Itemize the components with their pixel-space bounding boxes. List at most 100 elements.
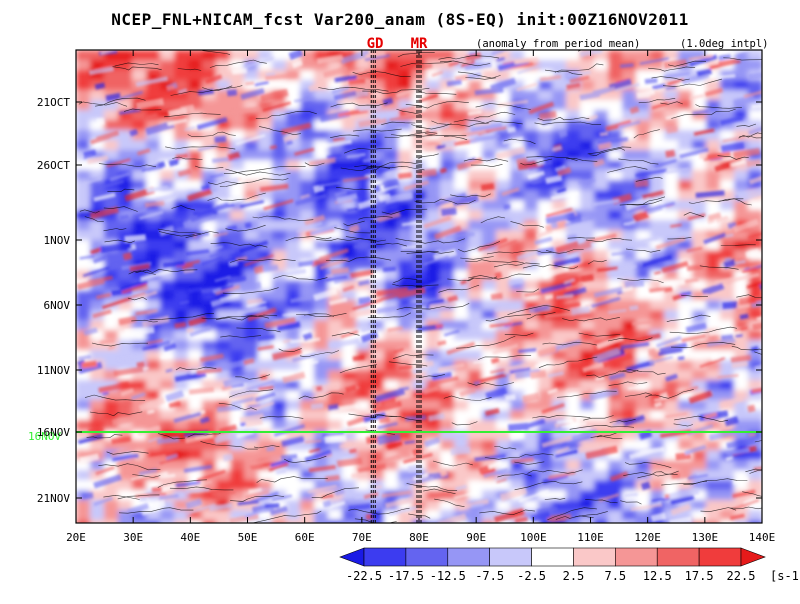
field-cell <box>594 400 609 411</box>
field-streak <box>560 421 587 429</box>
field-cell <box>468 440 483 451</box>
field-cell <box>524 340 539 351</box>
field-streak <box>501 187 520 197</box>
field-cell <box>538 50 553 61</box>
field-cell <box>524 300 539 311</box>
field-cell <box>664 140 679 151</box>
field-cell <box>328 180 343 191</box>
field-cell <box>202 370 217 381</box>
contour-line <box>526 156 578 161</box>
field-streak <box>474 454 506 462</box>
contour-line <box>175 366 217 371</box>
field-cell <box>132 450 147 461</box>
field-cell <box>146 230 161 241</box>
contour-line <box>465 259 524 264</box>
field-cell <box>216 420 231 431</box>
field-cell <box>552 390 567 401</box>
field-streak <box>618 120 641 129</box>
field-cell <box>272 50 287 61</box>
field-cell <box>104 500 119 511</box>
field-streak <box>685 322 707 334</box>
field-cell <box>272 120 287 131</box>
field-streak <box>670 493 695 505</box>
field-streak <box>318 248 349 262</box>
field-cell <box>608 390 623 401</box>
field-cell <box>636 140 651 151</box>
field-cell <box>216 90 231 101</box>
field-cell <box>440 320 455 331</box>
field-cell <box>104 210 119 221</box>
field-cell <box>342 520 357 523</box>
field-cell <box>118 440 133 451</box>
field-cell <box>370 440 385 451</box>
contour-line <box>434 498 465 507</box>
contour-line <box>230 259 296 263</box>
field-cell <box>174 160 189 171</box>
field-cell <box>202 100 217 111</box>
field-cell <box>188 520 203 523</box>
field-cell <box>398 490 413 501</box>
field-cell <box>216 320 231 331</box>
field-cell <box>300 400 315 411</box>
contour-line <box>223 166 306 174</box>
field-cell <box>608 460 623 471</box>
field-cell <box>426 80 441 91</box>
field-cell <box>566 350 581 361</box>
field-cell <box>76 290 91 301</box>
field-streak <box>333 167 344 174</box>
contour-line <box>671 108 736 119</box>
field-cell <box>608 240 623 251</box>
field-cell <box>734 110 749 121</box>
field-cell <box>622 150 637 161</box>
field-streak <box>377 422 398 430</box>
field-cell <box>104 320 119 331</box>
field-cell <box>258 230 273 241</box>
contour-line <box>202 85 233 92</box>
field-streak <box>349 269 374 279</box>
field-cell <box>90 100 105 111</box>
field-streak <box>558 129 568 138</box>
field-streak <box>230 396 255 406</box>
y-tick-label: 6NOV <box>44 299 71 312</box>
field-cell <box>160 440 175 451</box>
contour-line <box>596 432 619 438</box>
field-cell <box>510 220 525 231</box>
field-cell <box>104 430 119 441</box>
field-cell <box>594 210 609 221</box>
field-cell <box>706 160 721 171</box>
field-cell <box>370 360 385 371</box>
field-streak <box>625 360 655 373</box>
field-cell <box>594 330 609 341</box>
field-streak <box>429 376 459 386</box>
field-cell <box>636 150 651 161</box>
field-streak <box>199 416 210 424</box>
field-streak <box>209 248 236 259</box>
field-cell <box>370 380 385 391</box>
field-cell <box>720 520 735 523</box>
contour-line <box>456 335 516 349</box>
field-cell <box>258 410 273 421</box>
contour-line <box>218 402 257 411</box>
field-streak <box>168 401 181 409</box>
contour-line <box>451 421 478 426</box>
field-cell <box>678 440 693 451</box>
contour-line <box>273 275 328 281</box>
field-streak <box>492 343 519 355</box>
field-cell <box>342 70 357 81</box>
field-cell <box>552 330 567 341</box>
field-cell <box>216 510 231 521</box>
field-cell <box>132 500 147 511</box>
field-streak <box>649 356 673 364</box>
field-cell <box>552 370 567 381</box>
field-streak <box>746 276 762 290</box>
field-streak <box>92 309 112 319</box>
field-cell <box>174 380 189 391</box>
field-cell <box>734 90 749 101</box>
field-streak <box>483 468 509 478</box>
contour-line <box>396 108 421 115</box>
field-cell <box>664 350 679 361</box>
field-cell <box>118 360 133 371</box>
field-cell <box>356 420 371 431</box>
field-cell <box>650 520 665 523</box>
field-cell <box>258 440 273 451</box>
